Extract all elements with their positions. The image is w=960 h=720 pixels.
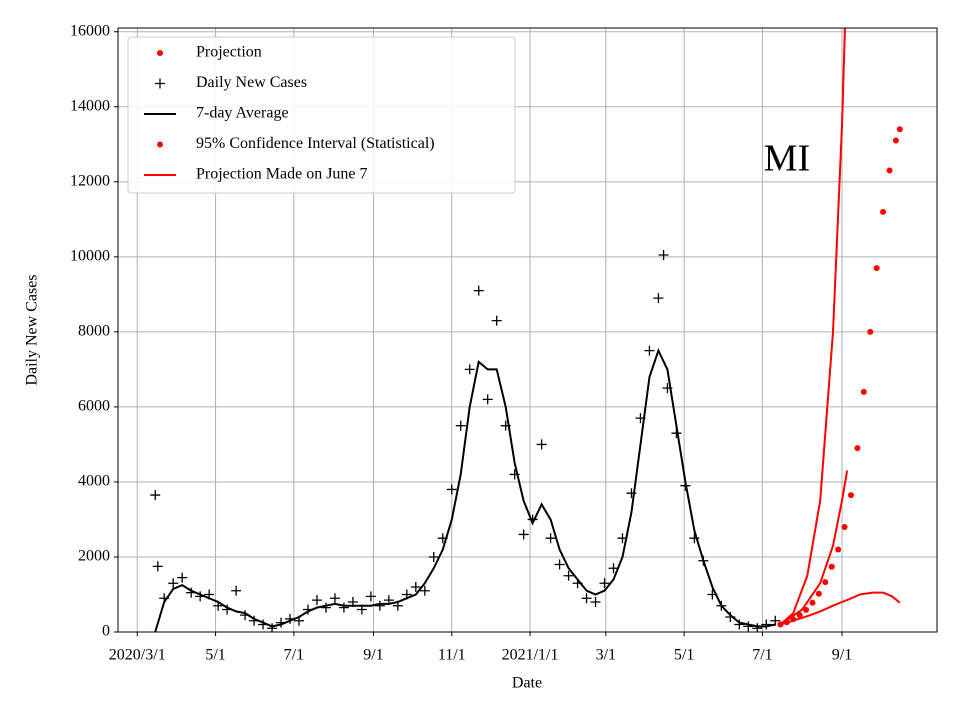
ci-lower-line xyxy=(780,591,901,626)
x-tick-label: 9/1 xyxy=(363,647,383,664)
daily-case-point xyxy=(231,585,242,596)
projection-point xyxy=(815,590,822,597)
daily-case-point xyxy=(177,572,188,583)
daily-case-point xyxy=(491,315,502,326)
daily-case-point xyxy=(329,593,340,604)
daily-case-point xyxy=(658,249,669,260)
daily-case-point xyxy=(446,484,457,495)
x-tick-label: 3/1 xyxy=(596,647,616,664)
projection-point xyxy=(886,167,893,174)
daily-case-point xyxy=(152,561,163,572)
daily-case-point xyxy=(599,578,610,589)
x-tick-label: 5/1 xyxy=(205,647,225,664)
y-tick-label: 16000 xyxy=(70,22,110,39)
x-axis-label: Date xyxy=(512,675,542,692)
y-tick-label: 12000 xyxy=(70,172,110,189)
x-tick-label: 5/1 xyxy=(674,647,694,664)
daily-case-point xyxy=(482,394,493,405)
daily-case-point xyxy=(761,619,772,630)
projection-point xyxy=(867,328,874,335)
y-tick-label: 14000 xyxy=(70,97,110,114)
daily-case-point xyxy=(473,285,484,296)
x-tick-label: 11/1 xyxy=(438,647,466,664)
daily-case-point xyxy=(419,585,430,596)
projection-point xyxy=(854,445,861,452)
daily-case-point xyxy=(518,529,529,540)
daily-case-point xyxy=(464,364,475,375)
daily-case-point xyxy=(563,570,574,581)
y-tick-label: 2000 xyxy=(78,548,110,565)
y-tick-label: 6000 xyxy=(78,398,110,415)
daily-case-point xyxy=(365,591,376,602)
legend-label: Projection xyxy=(196,44,262,61)
projection-point xyxy=(847,492,854,499)
daily-case-point xyxy=(743,621,754,632)
series-line xyxy=(154,347,776,632)
annotation: MI xyxy=(764,138,810,180)
x-tick-label: 7/1 xyxy=(284,647,304,664)
daily-case-point xyxy=(734,619,745,630)
x-tick-label: 2020/3/1 xyxy=(109,647,166,664)
daily-case-point xyxy=(311,595,322,606)
daily-case-point xyxy=(653,293,664,304)
daily-case-point xyxy=(536,439,547,450)
y-tick-label: 4000 xyxy=(78,473,110,490)
ticks: 0 2000 4000 6000 8000 10000 12000 14000 16000 202… xyxy=(70,22,852,663)
projection-point xyxy=(822,579,829,586)
projection-point xyxy=(796,612,803,619)
y-tick-label: 8000 xyxy=(78,323,110,340)
daily-case-point xyxy=(320,602,331,613)
legend-label: Projection Made on June 7 xyxy=(196,166,368,183)
legend-marker xyxy=(155,78,165,89)
y-axis-label: Daily New Cases xyxy=(24,274,41,385)
daily-case-point xyxy=(770,615,781,626)
daily-case-point xyxy=(150,490,161,501)
y-tick-label: 10000 xyxy=(70,248,110,265)
legend-label: 95% Confidence Interval (Statistical) xyxy=(196,135,435,152)
daily-case-point xyxy=(554,559,565,570)
daily-case-point xyxy=(590,596,601,607)
ci-upper-line xyxy=(779,28,846,626)
daily-case-point xyxy=(608,563,619,574)
projection-point xyxy=(809,599,816,606)
projection-point xyxy=(803,606,810,613)
projection-point xyxy=(896,126,903,133)
daily-case-point xyxy=(168,578,179,589)
legend: Projection Daily New Cases 7-day Average 95… xyxy=(127,36,516,194)
projection-point xyxy=(880,208,887,215)
daily-case-point xyxy=(374,600,385,611)
daily-case-point xyxy=(644,345,655,356)
legend-marker xyxy=(157,141,163,148)
x-tick-label: 2021/1/1 xyxy=(502,647,559,664)
legend-marker xyxy=(157,50,163,56)
daily-case-point xyxy=(428,551,439,562)
x-tick-label: 9/1 xyxy=(832,647,852,664)
axes-frame xyxy=(117,27,938,633)
daily-case-point xyxy=(545,533,556,544)
legend-label: 7-day Average xyxy=(196,105,289,122)
daily-case-point xyxy=(689,533,700,544)
projection-point xyxy=(841,523,848,530)
legend-label: Daily New Cases xyxy=(196,74,307,91)
projection-point xyxy=(873,265,880,272)
legend-box xyxy=(127,36,516,194)
plot-area xyxy=(150,28,903,632)
y-tick-label: 0 xyxy=(102,623,110,640)
projection-point xyxy=(892,137,899,144)
daily-case-point xyxy=(338,602,349,613)
daily-case-point xyxy=(410,581,421,592)
daily-case-point xyxy=(455,420,466,431)
x-tick-label: 7/1 xyxy=(752,647,772,664)
series-line xyxy=(779,470,849,626)
projection-point xyxy=(860,388,867,395)
projection-point xyxy=(828,563,835,570)
projection-point xyxy=(835,546,842,553)
daily-case-point xyxy=(581,593,592,604)
